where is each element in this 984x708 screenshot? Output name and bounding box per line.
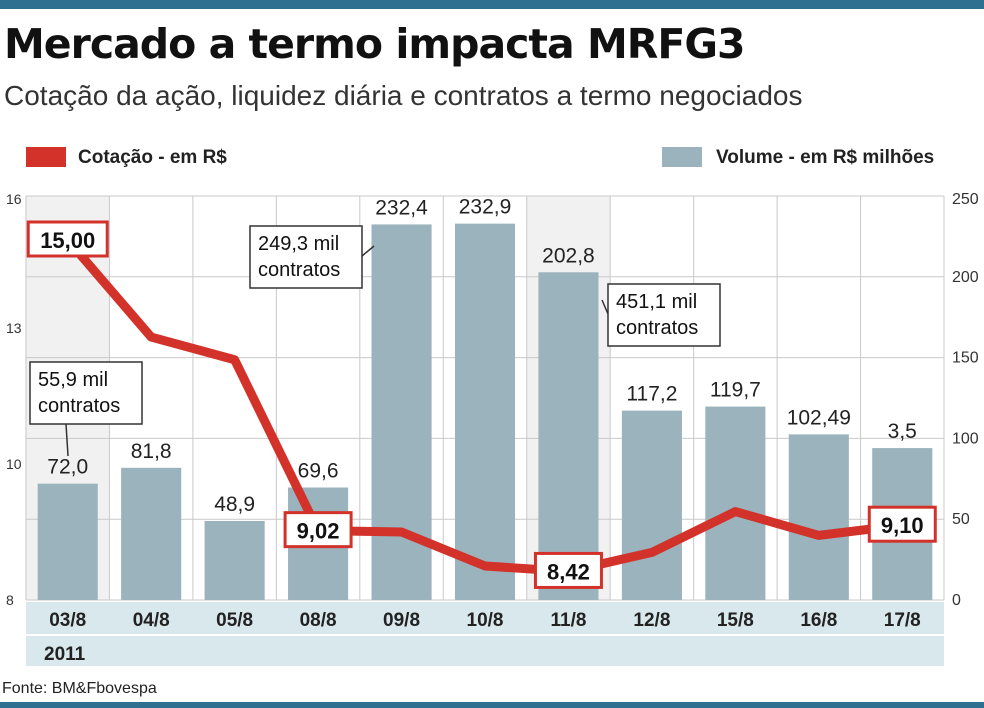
- x-tick-label: 04/8: [133, 610, 170, 631]
- volume-bar: [121, 467, 182, 600]
- bar-value-label: 117,2: [626, 383, 677, 406]
- right-axis-tick-label: 0: [952, 592, 961, 609]
- volume-bar: [621, 410, 682, 600]
- price-callout-box: [26, 220, 109, 258]
- annotation-box: [29, 361, 143, 425]
- annotation-box: [607, 283, 721, 347]
- x-tick-label: 16/8: [800, 610, 837, 631]
- annotation-text: 249,3 mil: [258, 233, 339, 255]
- bar-value-label: 232,9: [459, 196, 512, 219]
- bottom-accent-bar: [0, 702, 984, 708]
- bar-value-label: 72,0: [47, 456, 88, 479]
- annotation-text: contratos: [616, 317, 698, 339]
- legend-line-swatch: [26, 147, 66, 167]
- date-axis-band: [26, 602, 944, 634]
- bar-value-label: 102,49: [787, 406, 851, 429]
- chart-title: Mercado a termo impacta MRFG3: [4, 20, 746, 68]
- top-accent-bar: [0, 0, 984, 9]
- x-tick-label: 09/8: [383, 610, 420, 631]
- volume-bar: [705, 406, 766, 600]
- combo-chart: 72,0 81,8 48,9 69,6 232,4 232,9 202,8 117,2 119,…: [6, 191, 979, 666]
- bar-value-label: 232,4: [375, 196, 428, 219]
- legend-bar-label: Volume - em R$ milhões: [716, 147, 935, 168]
- annotation-text: contratos: [258, 259, 340, 281]
- right-axis-tick-label: 50: [952, 511, 970, 528]
- annotation-box: [249, 225, 363, 289]
- right-axis-tick-label: 250: [952, 191, 979, 208]
- x-tick-label: 12/8: [633, 610, 670, 631]
- bar-value-label: 81,8: [131, 440, 172, 463]
- price-callout-label: 9,02: [297, 519, 340, 544]
- x-tick-label: 08/8: [300, 610, 337, 631]
- volume-bar: [454, 223, 516, 600]
- chart-subtitle: Cotação da ação, liquidez diária e contr…: [4, 80, 803, 111]
- left-axis-tick-label: 8: [6, 592, 14, 608]
- year-label: 2011: [44, 644, 86, 665]
- legend-line-label: Cotação - em R$: [78, 147, 227, 168]
- right-axis-tick-label: 200: [952, 269, 979, 286]
- x-tick-label: 10/8: [467, 610, 504, 631]
- bar-value-label: 48,9: [214, 493, 255, 516]
- price-callout-box: [867, 505, 937, 543]
- annotation-leader: [361, 245, 375, 257]
- price-callout-label: 15,00: [40, 228, 95, 253]
- annotation-leader: [601, 299, 609, 315]
- bar-value-label: 69,6: [298, 460, 339, 483]
- bar-value-label: 3,5: [888, 420, 917, 443]
- bar-value-label: 119,7: [710, 379, 761, 402]
- annotation-leader: [65, 423, 69, 457]
- x-tick-label: 17/8: [884, 610, 921, 631]
- price-callout-label: 8,42: [547, 559, 590, 584]
- price-callout-box: [283, 511, 353, 549]
- volume-bar: [538, 272, 599, 600]
- bar-value-label: 202,8: [542, 244, 595, 267]
- annotation-text: contratos: [38, 395, 120, 417]
- price-line: [63, 235, 907, 576]
- year-band: [26, 636, 944, 666]
- volume-bar: [37, 483, 98, 600]
- left-axis-tick-label: 10: [6, 456, 22, 472]
- annotation-text: 55,9 mil: [38, 369, 108, 391]
- right-axis-tick-label: 100: [952, 430, 979, 447]
- right-axis-tick-label: 150: [952, 350, 979, 367]
- legend-bar-swatch: [662, 147, 702, 167]
- x-tick-label: 11/8: [550, 610, 586, 631]
- left-axis-tick-label: 13: [6, 320, 22, 336]
- x-tick-label: 15/8: [717, 610, 754, 631]
- price-callout-label: 9,10: [881, 513, 924, 538]
- x-tick-label: 05/8: [216, 610, 253, 631]
- annotation-text: 451,1 mil: [616, 291, 697, 313]
- x-tick-label: 03/8: [49, 610, 86, 631]
- volume-bar: [204, 520, 265, 600]
- left-axis-tick-label: 16: [6, 191, 22, 207]
- volume-bar: [788, 434, 849, 600]
- price-callout-box: [533, 551, 603, 589]
- source-note: Fonte: BM&Fbovespa: [2, 680, 157, 697]
